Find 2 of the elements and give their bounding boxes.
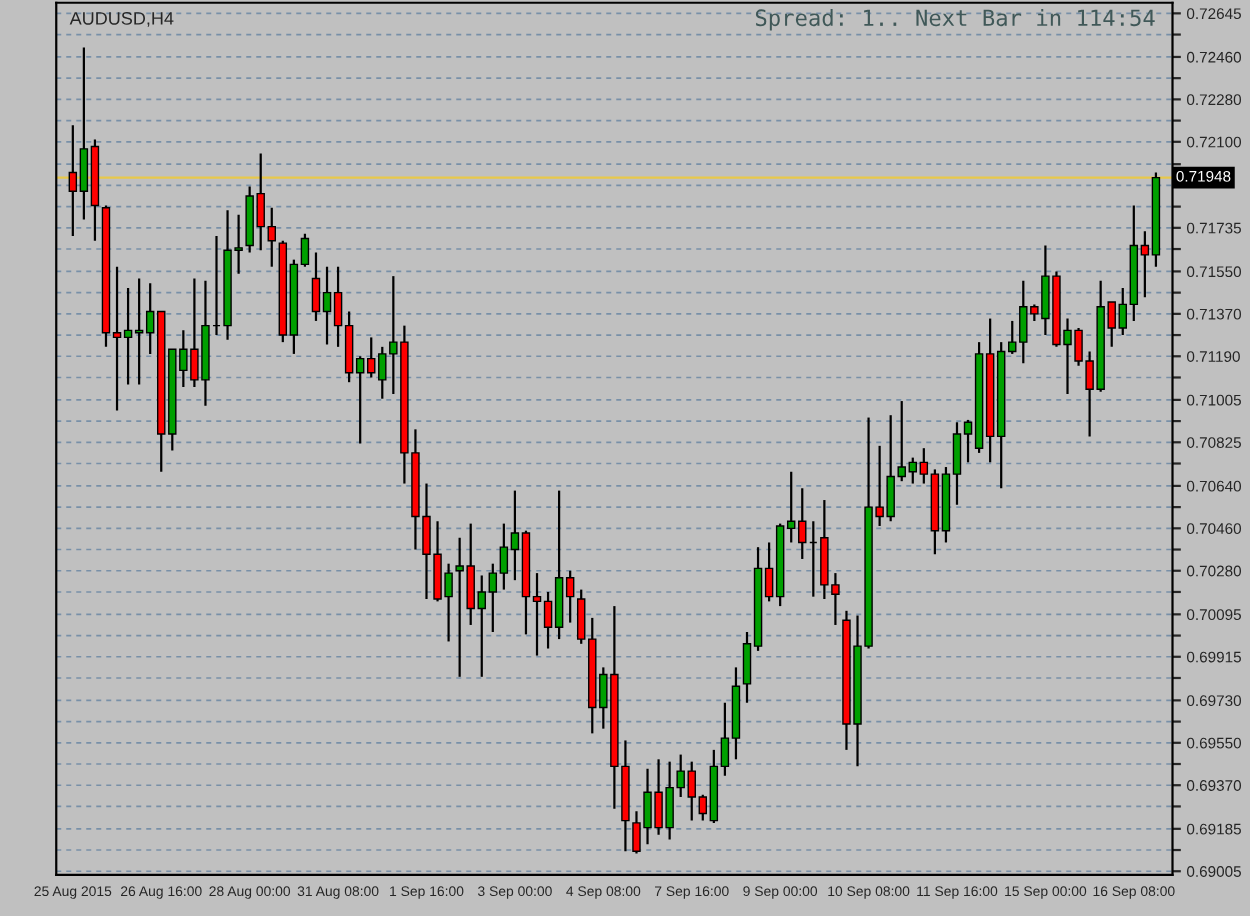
annotation: Spread: 1.. Next Bar in 114:54: [755, 8, 1155, 31]
chart-title: AUDUSD,H4: [69, 11, 174, 27]
